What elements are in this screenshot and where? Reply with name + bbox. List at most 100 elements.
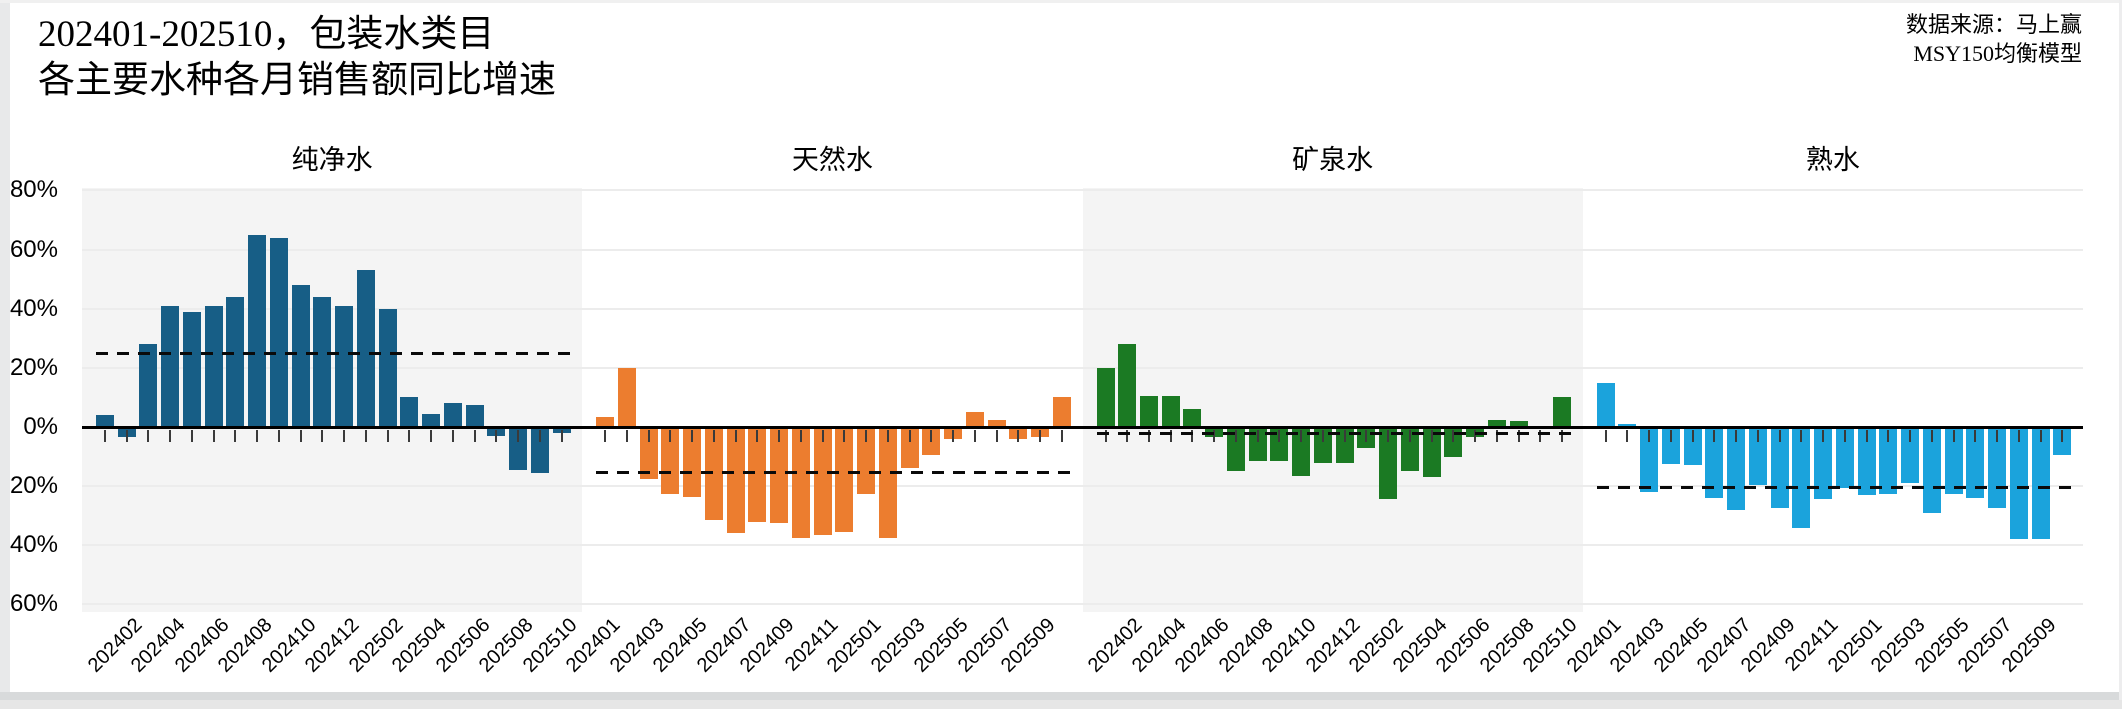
bar xyxy=(1727,428,1746,510)
bar xyxy=(1096,367,1115,427)
data-source-line1: 数据来源：马上赢 xyxy=(1905,12,2082,37)
bar xyxy=(1509,421,1528,427)
x-tick-mark xyxy=(734,430,737,442)
x-tick-mark xyxy=(1321,430,1324,442)
x-tick-mark xyxy=(1930,430,1933,442)
x-tick-mark xyxy=(1169,430,1172,442)
x-tick-mark xyxy=(234,430,237,442)
bar xyxy=(1248,428,1267,462)
bar xyxy=(96,415,114,427)
bar xyxy=(1683,428,1702,466)
x-tick-mark xyxy=(1234,430,1237,442)
bar xyxy=(639,428,658,479)
bar xyxy=(422,413,441,427)
bar xyxy=(661,428,680,494)
bar xyxy=(509,428,528,470)
bar xyxy=(356,270,375,427)
bar xyxy=(770,428,789,524)
x-tick-mark xyxy=(1626,430,1629,442)
x-tick-mark xyxy=(1778,430,1781,442)
bar xyxy=(835,428,854,532)
x-tick-mark xyxy=(299,430,302,442)
bar xyxy=(1270,428,1289,462)
bar xyxy=(400,397,419,427)
y-axis-label: -40% xyxy=(1,531,58,559)
x-tick-mark xyxy=(973,430,976,442)
gridline xyxy=(82,544,2083,547)
bar xyxy=(139,344,158,427)
x-tick-mark xyxy=(1017,430,1020,442)
bar xyxy=(1161,395,1180,427)
bar xyxy=(1183,409,1202,427)
x-tick-mark xyxy=(1452,430,1455,442)
x-tick-mark xyxy=(1735,430,1738,442)
y-axis-label: 80% xyxy=(9,176,58,204)
x-tick-mark xyxy=(1909,430,1912,442)
bar xyxy=(1944,428,1963,494)
x-tick-mark xyxy=(1191,430,1194,442)
x-tick-mark xyxy=(1974,430,1977,442)
bar xyxy=(443,403,462,427)
x-tick-mark xyxy=(2039,430,2042,442)
y-axis-label: 20% xyxy=(9,353,58,381)
x-tick-mark xyxy=(1430,430,1433,442)
bar xyxy=(182,311,201,427)
x-tick-mark xyxy=(473,430,476,442)
bar xyxy=(378,308,397,427)
x-tick-mark xyxy=(625,430,628,442)
mean-dashed-line xyxy=(596,471,1071,475)
chart-title: 202401-202510，包装水类目 各主要水种各月销售额同比增速 xyxy=(38,12,556,104)
x-tick-mark xyxy=(1495,430,1498,442)
x-tick-mark xyxy=(1213,430,1216,442)
x-tick-mark xyxy=(1604,430,1607,442)
bar xyxy=(269,237,288,427)
bar xyxy=(1879,428,1898,494)
x-tick-mark xyxy=(1713,430,1716,442)
x-tick-mark xyxy=(1952,430,1955,442)
data-source-line2: MSY150均衡模型 xyxy=(1913,41,2082,66)
x-tick-mark xyxy=(1648,430,1651,442)
gridline xyxy=(82,248,2083,251)
bar xyxy=(1922,428,1941,513)
gridline xyxy=(82,366,2083,369)
x-tick-mark xyxy=(1387,430,1390,442)
x-tick-mark xyxy=(1843,430,1846,442)
x-tick-mark xyxy=(908,430,911,442)
x-tick-mark xyxy=(647,430,650,442)
x-tick-mark xyxy=(1887,430,1890,442)
bar xyxy=(1901,428,1920,484)
bar xyxy=(1444,428,1463,457)
x-tick-mark xyxy=(1691,430,1694,442)
bar xyxy=(1966,428,1985,498)
bar xyxy=(1226,428,1245,472)
x-tick-mark xyxy=(712,430,715,442)
x-tick-mark xyxy=(1756,430,1759,442)
bar xyxy=(1487,419,1506,427)
x-tick-mark xyxy=(256,430,259,442)
x-tick-mark xyxy=(169,430,172,442)
x-tick-mark xyxy=(1669,430,1672,442)
x-tick-mark xyxy=(2017,430,2020,442)
bar xyxy=(987,419,1006,427)
x-tick-mark xyxy=(147,430,150,442)
bar xyxy=(1400,428,1419,472)
x-tick-mark xyxy=(1147,430,1150,442)
x-tick-mark xyxy=(952,430,955,442)
y-axis-label: 60% xyxy=(9,235,58,263)
bar xyxy=(748,428,767,522)
x-tick-mark xyxy=(995,430,998,442)
x-tick-mark xyxy=(104,430,106,442)
x-tick-mark xyxy=(1517,430,1520,442)
x-tick-mark xyxy=(1300,430,1303,442)
x-tick-mark xyxy=(669,430,672,442)
x-tick-mark xyxy=(1039,430,1042,442)
bar xyxy=(1835,428,1854,488)
x-tick-mark xyxy=(756,430,759,442)
gridline xyxy=(82,307,2083,310)
x-tick-mark xyxy=(604,430,607,442)
x-tick-mark xyxy=(495,430,498,442)
bar xyxy=(161,305,180,427)
panel-title: 矿泉水 xyxy=(1292,145,1374,175)
bar xyxy=(857,428,876,494)
